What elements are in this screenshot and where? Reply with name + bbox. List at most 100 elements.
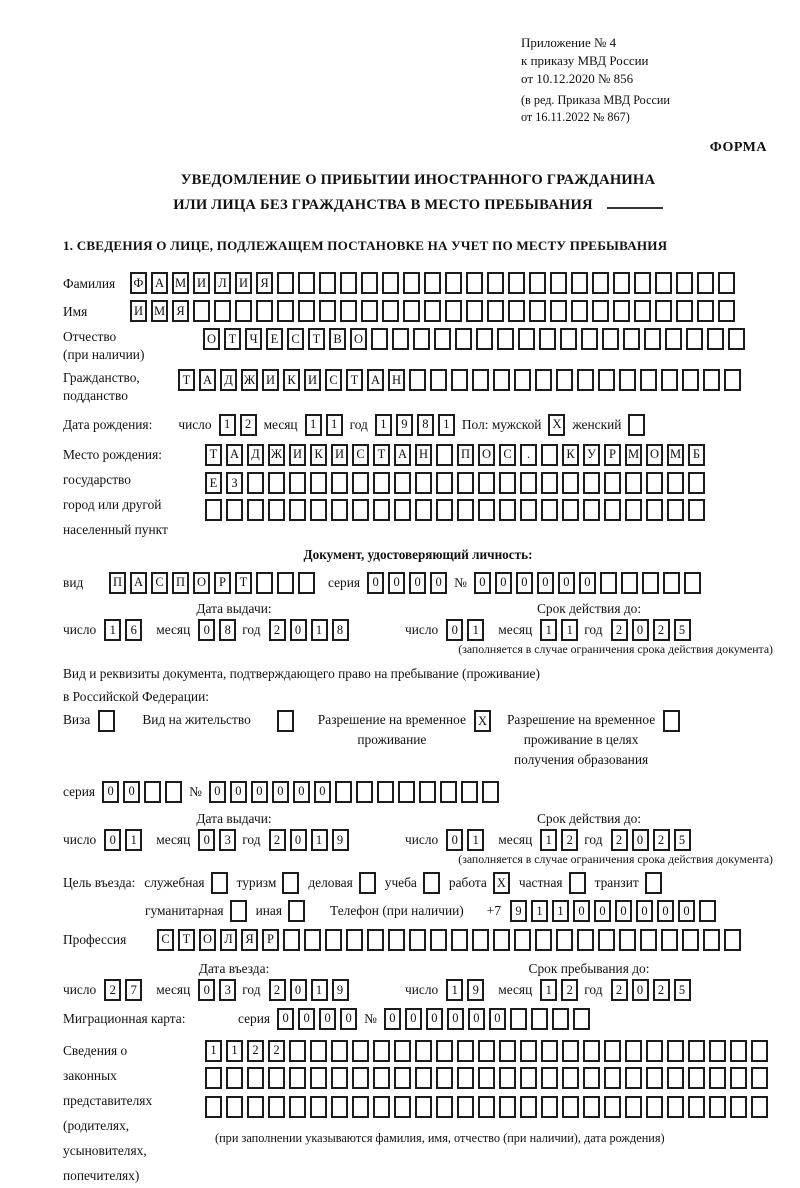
char-box[interactable]: 2 [610, 829, 628, 851]
char-box[interactable]: 0 [289, 619, 307, 641]
char-box[interactable] [310, 472, 327, 494]
char-box[interactable] [634, 300, 651, 322]
char-box[interactable] [352, 499, 369, 521]
char-box[interactable] [641, 571, 659, 594]
char-box[interactable] [571, 300, 588, 322]
char-box[interactable] [646, 1095, 663, 1118]
char-box[interactable]: Р [262, 928, 279, 951]
char-box[interactable] [493, 369, 510, 391]
char-box[interactable] [703, 928, 720, 951]
char-box[interactable]: 0 [271, 780, 289, 803]
char-box[interactable]: 1 [125, 829, 143, 851]
char-box[interactable]: 2 [610, 619, 628, 641]
char-box[interactable] [613, 272, 630, 294]
char-box[interactable]: 2 [561, 979, 579, 1001]
char-box[interactable]: 9 [467, 979, 485, 1001]
char-box[interactable]: 1 [540, 979, 558, 1001]
char-box[interactable]: 1 [540, 619, 558, 641]
char-box[interactable] [445, 272, 462, 294]
char-box[interactable]: 0 [425, 1007, 443, 1030]
char-box[interactable] [394, 472, 411, 494]
char-box[interactable] [436, 443, 453, 466]
char-box[interactable] [571, 272, 588, 294]
char-box[interactable]: 0 [198, 619, 216, 641]
char-box[interactable] [541, 1039, 558, 1062]
char-box[interactable] [415, 1066, 432, 1089]
char-box[interactable] [466, 300, 483, 322]
char-box[interactable] [688, 499, 705, 521]
char-box[interactable] [539, 328, 556, 350]
char-box[interactable]: С [151, 571, 168, 594]
char-box[interactable] [476, 328, 493, 350]
char-box[interactable] [751, 1039, 768, 1062]
char-box[interactable]: В [329, 328, 346, 350]
char-box[interactable]: 1 [467, 619, 485, 641]
char-box[interactable]: 2 [561, 829, 579, 851]
char-box[interactable]: З [226, 472, 243, 494]
char-box[interactable] [373, 1095, 390, 1118]
char-box[interactable]: 0 [198, 829, 216, 851]
char-box[interactable] [508, 300, 525, 322]
char-box[interactable]: 2 [652, 829, 670, 851]
char-box[interactable] [268, 472, 285, 494]
char-box[interactable] [376, 780, 394, 803]
char-box[interactable] [688, 1095, 705, 1118]
char-box[interactable]: Т [346, 369, 363, 391]
char-box[interactable]: Е [266, 328, 283, 350]
char-box[interactable] [310, 1066, 327, 1089]
char-box[interactable]: 3 [219, 979, 237, 1001]
char-box[interactable]: С [287, 328, 304, 350]
char-box[interactable] [499, 1066, 516, 1089]
char-box[interactable]: 0 [367, 571, 385, 594]
char-box[interactable]: 3 [219, 829, 237, 851]
char-box[interactable] [415, 472, 432, 494]
char-box[interactable] [604, 472, 621, 494]
char-box[interactable] [373, 1066, 390, 1089]
char-box[interactable]: 1 [205, 1039, 222, 1062]
char-box[interactable]: А [367, 369, 384, 391]
char-box[interactable] [619, 928, 636, 951]
char-box[interactable]: 0 [430, 571, 448, 594]
char-box[interactable] [667, 499, 684, 521]
char-box[interactable]: Е [205, 472, 222, 494]
char-box[interactable]: 0 [536, 571, 554, 594]
char-box[interactable] [355, 780, 373, 803]
char-box[interactable] [592, 272, 609, 294]
char-box[interactable] [598, 369, 615, 391]
char-box[interactable]: 6 [125, 619, 143, 641]
char-box[interactable] [451, 369, 468, 391]
char-box[interactable] [415, 499, 432, 521]
char-box[interactable]: Ф [130, 272, 147, 294]
char-box[interactable] [373, 499, 390, 521]
char-box[interactable] [499, 1039, 516, 1062]
char-box[interactable] [556, 369, 573, 391]
char-box[interactable]: И [262, 369, 279, 391]
char-box[interactable]: 5 [673, 619, 691, 641]
char-box[interactable] [319, 300, 336, 322]
char-box[interactable] [277, 300, 294, 322]
char-box[interactable] [247, 1095, 264, 1118]
char-box[interactable] [751, 1095, 768, 1118]
char-box[interactable] [562, 1095, 579, 1118]
char-box[interactable] [676, 272, 693, 294]
char-box[interactable] [457, 499, 474, 521]
purpose-private-checkbox[interactable] [568, 872, 586, 894]
char-box[interactable] [247, 1066, 264, 1089]
char-box[interactable] [583, 499, 600, 521]
char-box[interactable] [529, 300, 546, 322]
char-box[interactable] [205, 1095, 222, 1118]
char-box[interactable] [331, 1095, 348, 1118]
char-box[interactable]: Д [220, 369, 237, 391]
char-box[interactable] [613, 300, 630, 322]
char-box[interactable] [403, 272, 420, 294]
char-box[interactable] [394, 1066, 411, 1089]
char-box[interactable] [577, 369, 594, 391]
char-box[interactable] [466, 272, 483, 294]
char-box[interactable] [413, 328, 430, 350]
char-box[interactable] [619, 369, 636, 391]
char-box[interactable]: М [667, 443, 684, 466]
char-box[interactable]: И [193, 272, 210, 294]
char-box[interactable]: Ж [241, 369, 258, 391]
char-box[interactable]: К [310, 443, 327, 466]
char-box[interactable] [493, 928, 510, 951]
